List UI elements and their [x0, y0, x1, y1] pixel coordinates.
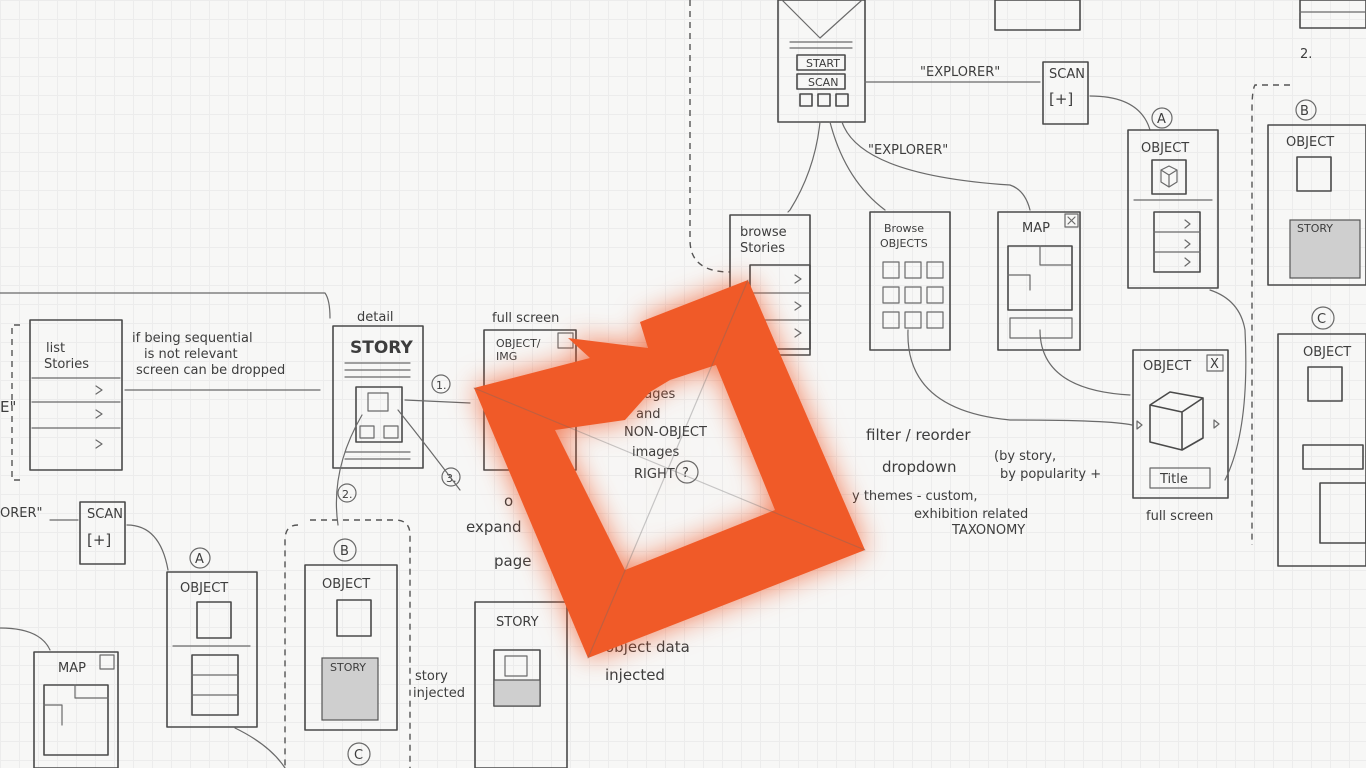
svg-text:STORY: STORY	[1297, 222, 1333, 235]
note-filter-5: y themes - custom,	[852, 489, 978, 504]
svg-text:[+]: [+]	[1049, 90, 1073, 108]
svg-text:IMG: IMG	[496, 350, 517, 363]
scan-screen-bottom: SCAN [+]	[79, 501, 126, 565]
svg-text:OBJECT: OBJECT	[1143, 359, 1191, 374]
note-sequential-3: screen can be dropped	[136, 363, 285, 378]
note-explorer-1: "EXPLORER"	[920, 65, 1000, 80]
home-screen: START SCAN	[777, 0, 866, 123]
svg-text:detail: detail	[357, 310, 394, 325]
note-images-2: and	[636, 407, 660, 422]
note-expand-2: expand	[466, 518, 522, 536]
dashed-group-home	[689, 0, 731, 273]
list-stories-screen: list Stories	[29, 319, 123, 471]
dashed-group-right	[1251, 84, 1290, 545]
svg-text:STORY: STORY	[496, 615, 539, 630]
svg-text:Stories: Stories	[44, 357, 89, 372]
svg-text:OBJECTS: OBJECTS	[880, 237, 928, 250]
svg-text:Stories: Stories	[740, 241, 785, 256]
note-explorer-left-top: E"	[0, 398, 16, 416]
start-label: START	[806, 57, 840, 70]
scan-label: SCAN	[808, 76, 838, 89]
svg-text:OBJECT: OBJECT	[180, 581, 228, 596]
note-explorer-left: ORER"	[0, 506, 43, 521]
scan-screen-top: SCAN [+]	[1042, 61, 1089, 125]
svg-text:C: C	[1317, 312, 1326, 327]
svg-text:Browse: Browse	[884, 222, 924, 235]
note-step-2-top: 2.	[1300, 47, 1312, 62]
object-c-screen-top: C OBJECT	[1277, 306, 1366, 567]
note-images-3: NON-OBJECT	[624, 425, 707, 440]
svg-text:OBJECT/: OBJECT/	[496, 337, 541, 350]
svg-text:[+]: [+]	[87, 531, 111, 549]
svg-text:B: B	[1300, 104, 1309, 119]
note-expand-3: page	[494, 552, 531, 570]
svg-text:OBJECT: OBJECT	[322, 577, 370, 592]
svg-text:A: A	[195, 552, 204, 567]
svg-text:STORY: STORY	[350, 338, 413, 358]
object-c-badge-bottom: C	[347, 742, 371, 766]
dashed-group-b-left	[284, 524, 299, 768]
note-step-1: 1.	[436, 379, 447, 392]
svg-text:full screen: full screen	[1146, 509, 1213, 524]
note-images-5: RIGHT	[634, 467, 675, 482]
svg-text:STORY: STORY	[330, 661, 366, 674]
browse-objects-screen: Browse OBJECTS	[869, 211, 951, 351]
note-expand-1: o	[504, 492, 513, 510]
object-fullscreen-screen: OBJECT X Title full screen	[1132, 349, 1229, 524]
note-filter-4: by popularity +	[1000, 467, 1101, 482]
map-screen-top: MAP	[997, 211, 1081, 351]
story-detail-screen: detail STORY	[332, 310, 424, 469]
svg-text:X: X	[1210, 357, 1219, 372]
object-a-screen-top: A OBJECT	[1127, 107, 1219, 289]
note-filter-3: (by story,	[994, 449, 1056, 464]
note-sequential-2: is not relevant	[144, 347, 238, 362]
fragment-top-left	[994, 0, 1366, 31]
svg-text:SCAN: SCAN	[87, 507, 123, 522]
story-screen-bottom: STORY	[474, 601, 568, 768]
note-story-injected-1: story	[415, 669, 448, 684]
object-b-screen-top: B OBJECT STORY 2.	[1267, 47, 1366, 286]
svg-text:C: C	[354, 748, 363, 763]
note-story-injected-2: injected	[413, 686, 465, 701]
svg-text:OBJECT: OBJECT	[1303, 345, 1351, 360]
svg-text:MAP: MAP	[58, 661, 86, 676]
note-filter-1: filter / reorder	[866, 426, 971, 444]
map-screen-bottom: MAP	[33, 651, 119, 768]
note-filter-7: TAXONOMY	[951, 523, 1025, 538]
orange-square-arrow-logo	[473, 279, 866, 659]
svg-text:B: B	[340, 544, 349, 559]
svg-text:browse: browse	[740, 225, 787, 240]
note-images-q: ?	[682, 466, 689, 481]
note-explorer-2: "EXPLORER"	[868, 143, 948, 158]
note-images-4: images	[632, 445, 679, 460]
note-step-2: 2.	[342, 488, 353, 501]
svg-text:list: list	[46, 341, 65, 356]
svg-text:Title: Title	[1159, 472, 1188, 487]
object-b-screen-bottom: B OBJECT STORY	[304, 538, 398, 731]
svg-text:OBJECT: OBJECT	[1141, 141, 1189, 156]
svg-text:full screen: full screen	[492, 311, 559, 326]
note-object-injected-2: injected	[605, 666, 665, 684]
note-filter-2: dropdown	[882, 458, 957, 476]
note-sequential-1: if being sequential	[132, 331, 253, 346]
note-filter-6: exhibition related	[914, 507, 1028, 522]
svg-text:SCAN: SCAN	[1049, 67, 1085, 82]
bracket-list	[11, 324, 20, 481]
svg-text:OBJECT: OBJECT	[1286, 135, 1334, 150]
scan-button[interactable]	[796, 73, 846, 90]
svg-text:MAP: MAP	[1022, 221, 1050, 236]
object-a-screen-bottom: A OBJECT	[166, 547, 258, 728]
svg-text:A: A	[1157, 112, 1166, 127]
start-button[interactable]	[796, 54, 846, 71]
